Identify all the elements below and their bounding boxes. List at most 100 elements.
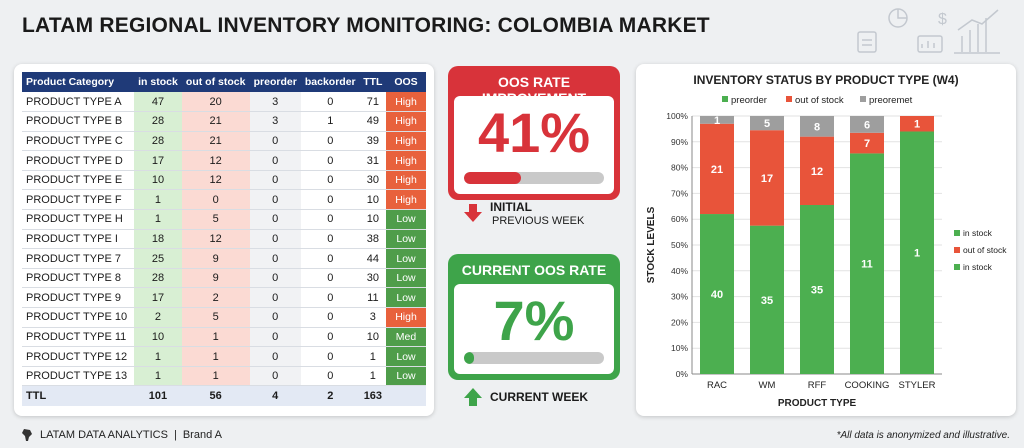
bar-segment	[850, 116, 884, 133]
cell-oos-flag: Low	[386, 346, 426, 367]
cell-ttl: 39	[359, 131, 386, 152]
cell-out-of-stock: 56	[181, 385, 250, 406]
cell-preorder: 3	[249, 111, 301, 132]
header-ttl: TTL	[359, 72, 386, 92]
table-row: PRODUCT TYPE E 10 12 0 0 30 High	[22, 170, 426, 191]
table-total-row: TTL 101 56 4 2 163	[22, 385, 426, 406]
cell-ttl: 30	[359, 170, 386, 191]
oos-improvement-progress-track	[464, 172, 604, 184]
current-oos-progress-track	[464, 352, 604, 364]
previous-week-caption: PREVIOUS WEEK	[492, 215, 585, 227]
cell-in-stock: 10	[134, 170, 182, 191]
cell-category: PRODUCT TYPE F	[22, 189, 135, 211]
cell-out-of-stock: 12	[181, 150, 250, 171]
cell-in-stock: 28	[134, 111, 182, 132]
header-oos: OOS	[386, 72, 426, 92]
cell-ttl: 44	[359, 248, 386, 269]
current-oos-progress-fill	[464, 352, 474, 364]
cell-in-stock: 101	[134, 385, 182, 406]
current-oos-value: 7%	[493, 289, 575, 352]
cell-ttl: 10	[359, 189, 386, 211]
cell-preorder: 0	[249, 229, 301, 250]
cell-category: PRODUCT TYPE E	[22, 170, 135, 191]
cell-ttl: 49	[359, 111, 386, 132]
cell-oos-flag: High	[386, 189, 426, 211]
x-tick-label: STYLER	[899, 380, 936, 391]
cell-backorder: 0	[300, 248, 360, 269]
bar-segment	[800, 116, 834, 137]
table-row: PRODUCT TYPE 12 1 1 0 0 1 Low	[22, 346, 426, 367]
cell-backorder: 0	[300, 92, 360, 113]
footer: LATAM DATA ANALYTICS | Brand A	[20, 428, 222, 442]
bar-data-label: 35	[811, 285, 823, 297]
footnote: *All data is anonymized and illustrative…	[836, 430, 1010, 441]
legend-label: out of stock	[963, 245, 1007, 255]
cell-in-stock: 28	[134, 131, 182, 152]
cell-in-stock: 2	[134, 307, 182, 328]
latam-map-icon	[22, 429, 32, 441]
cell-out-of-stock: 5	[181, 209, 250, 230]
svg-text:$: $	[938, 11, 947, 28]
bar-segment	[800, 205, 834, 374]
cell-out-of-stock: 0	[181, 189, 250, 211]
arrow-down-icon	[464, 204, 482, 222]
y-tick-label: 40%	[671, 266, 688, 276]
cell-oos-flag: Low	[386, 209, 426, 230]
cell-oos-flag: Low	[386, 366, 426, 387]
cell-oos-flag: High	[386, 131, 426, 152]
bar-data-label: 8	[814, 121, 820, 133]
oos-improvement-progress-fill	[464, 172, 522, 184]
cell-out-of-stock: 20	[181, 92, 250, 113]
legend-label: in stock	[963, 228, 993, 238]
header-backorder: backorder	[300, 72, 360, 92]
cell-ttl: 1	[359, 366, 386, 387]
y-tick-label: 0%	[676, 369, 689, 379]
bar-data-label: 1	[914, 248, 920, 260]
bar-segment	[700, 214, 734, 374]
cell-preorder: 0	[249, 287, 301, 309]
inventory-table-card: Product Category in stock out of stock preo…	[14, 64, 434, 416]
x-tick-label: WM	[759, 380, 776, 391]
table-row: PRODUCT TYPE A 47 20 3 0 71 High	[22, 92, 426, 113]
table-row: PRODUCT TYPE B 28 21 3 1 49 High	[22, 111, 426, 132]
cell-in-stock: 1	[134, 346, 182, 367]
cell-out-of-stock: 12	[181, 170, 250, 191]
arrow-up-icon	[464, 388, 482, 406]
cell-oos-flag: High	[386, 92, 426, 113]
cell-category: PRODUCT TYPE I	[22, 229, 135, 250]
cell-category: PRODUCT TYPE A	[22, 92, 135, 113]
cell-ttl: 1	[359, 346, 386, 367]
cell-category: PRODUCT TYPE 7	[22, 248, 135, 269]
cell-ttl: 31	[359, 150, 386, 171]
cell-preorder: 0	[249, 268, 301, 289]
oos-improvement-card: OOS RATE IMPROVEMENT 41%	[448, 66, 620, 200]
cell-in-stock: 1	[134, 366, 182, 387]
cell-oos-flag: Low	[386, 248, 426, 269]
legend-swatch	[954, 247, 960, 253]
y-tick-label: 80%	[671, 163, 688, 173]
cell-preorder: 0	[249, 170, 301, 191]
current-week-caption: CURRENT WEEK	[490, 390, 588, 404]
legend-swatch	[786, 96, 792, 102]
table-row: PRODUCT TYPE F 1 0 0 0 10 High	[22, 189, 426, 211]
cell-category: PRODUCT TYPE 10	[22, 307, 135, 328]
cell-ttl: 11	[359, 287, 386, 309]
cell-out-of-stock: 21	[181, 131, 250, 152]
y-tick-label: 50%	[671, 240, 688, 250]
cell-oos-flag: Low	[386, 229, 426, 250]
table-row: PRODUCT TYPE D 17 12 0 0 31 High	[22, 150, 426, 171]
legend-swatch	[722, 96, 728, 102]
cell-oos-flag: Low	[386, 287, 426, 309]
analytics-decoration-icon: $	[857, 8, 1000, 54]
bar-segment	[900, 116, 934, 132]
cell-backorder: 0	[300, 346, 360, 367]
cell-oos-flag: High	[386, 307, 426, 328]
x-axis-label: PRODUCT TYPE	[778, 398, 857, 409]
legend-swatch	[860, 96, 866, 102]
footer-separator: |	[173, 429, 177, 441]
bar-data-label: 17	[761, 173, 773, 185]
cell-ttl: 30	[359, 268, 386, 289]
cell-backorder: 0	[300, 327, 360, 348]
cell-out-of-stock: 1	[181, 346, 250, 367]
cell-in-stock: 28	[134, 268, 182, 289]
